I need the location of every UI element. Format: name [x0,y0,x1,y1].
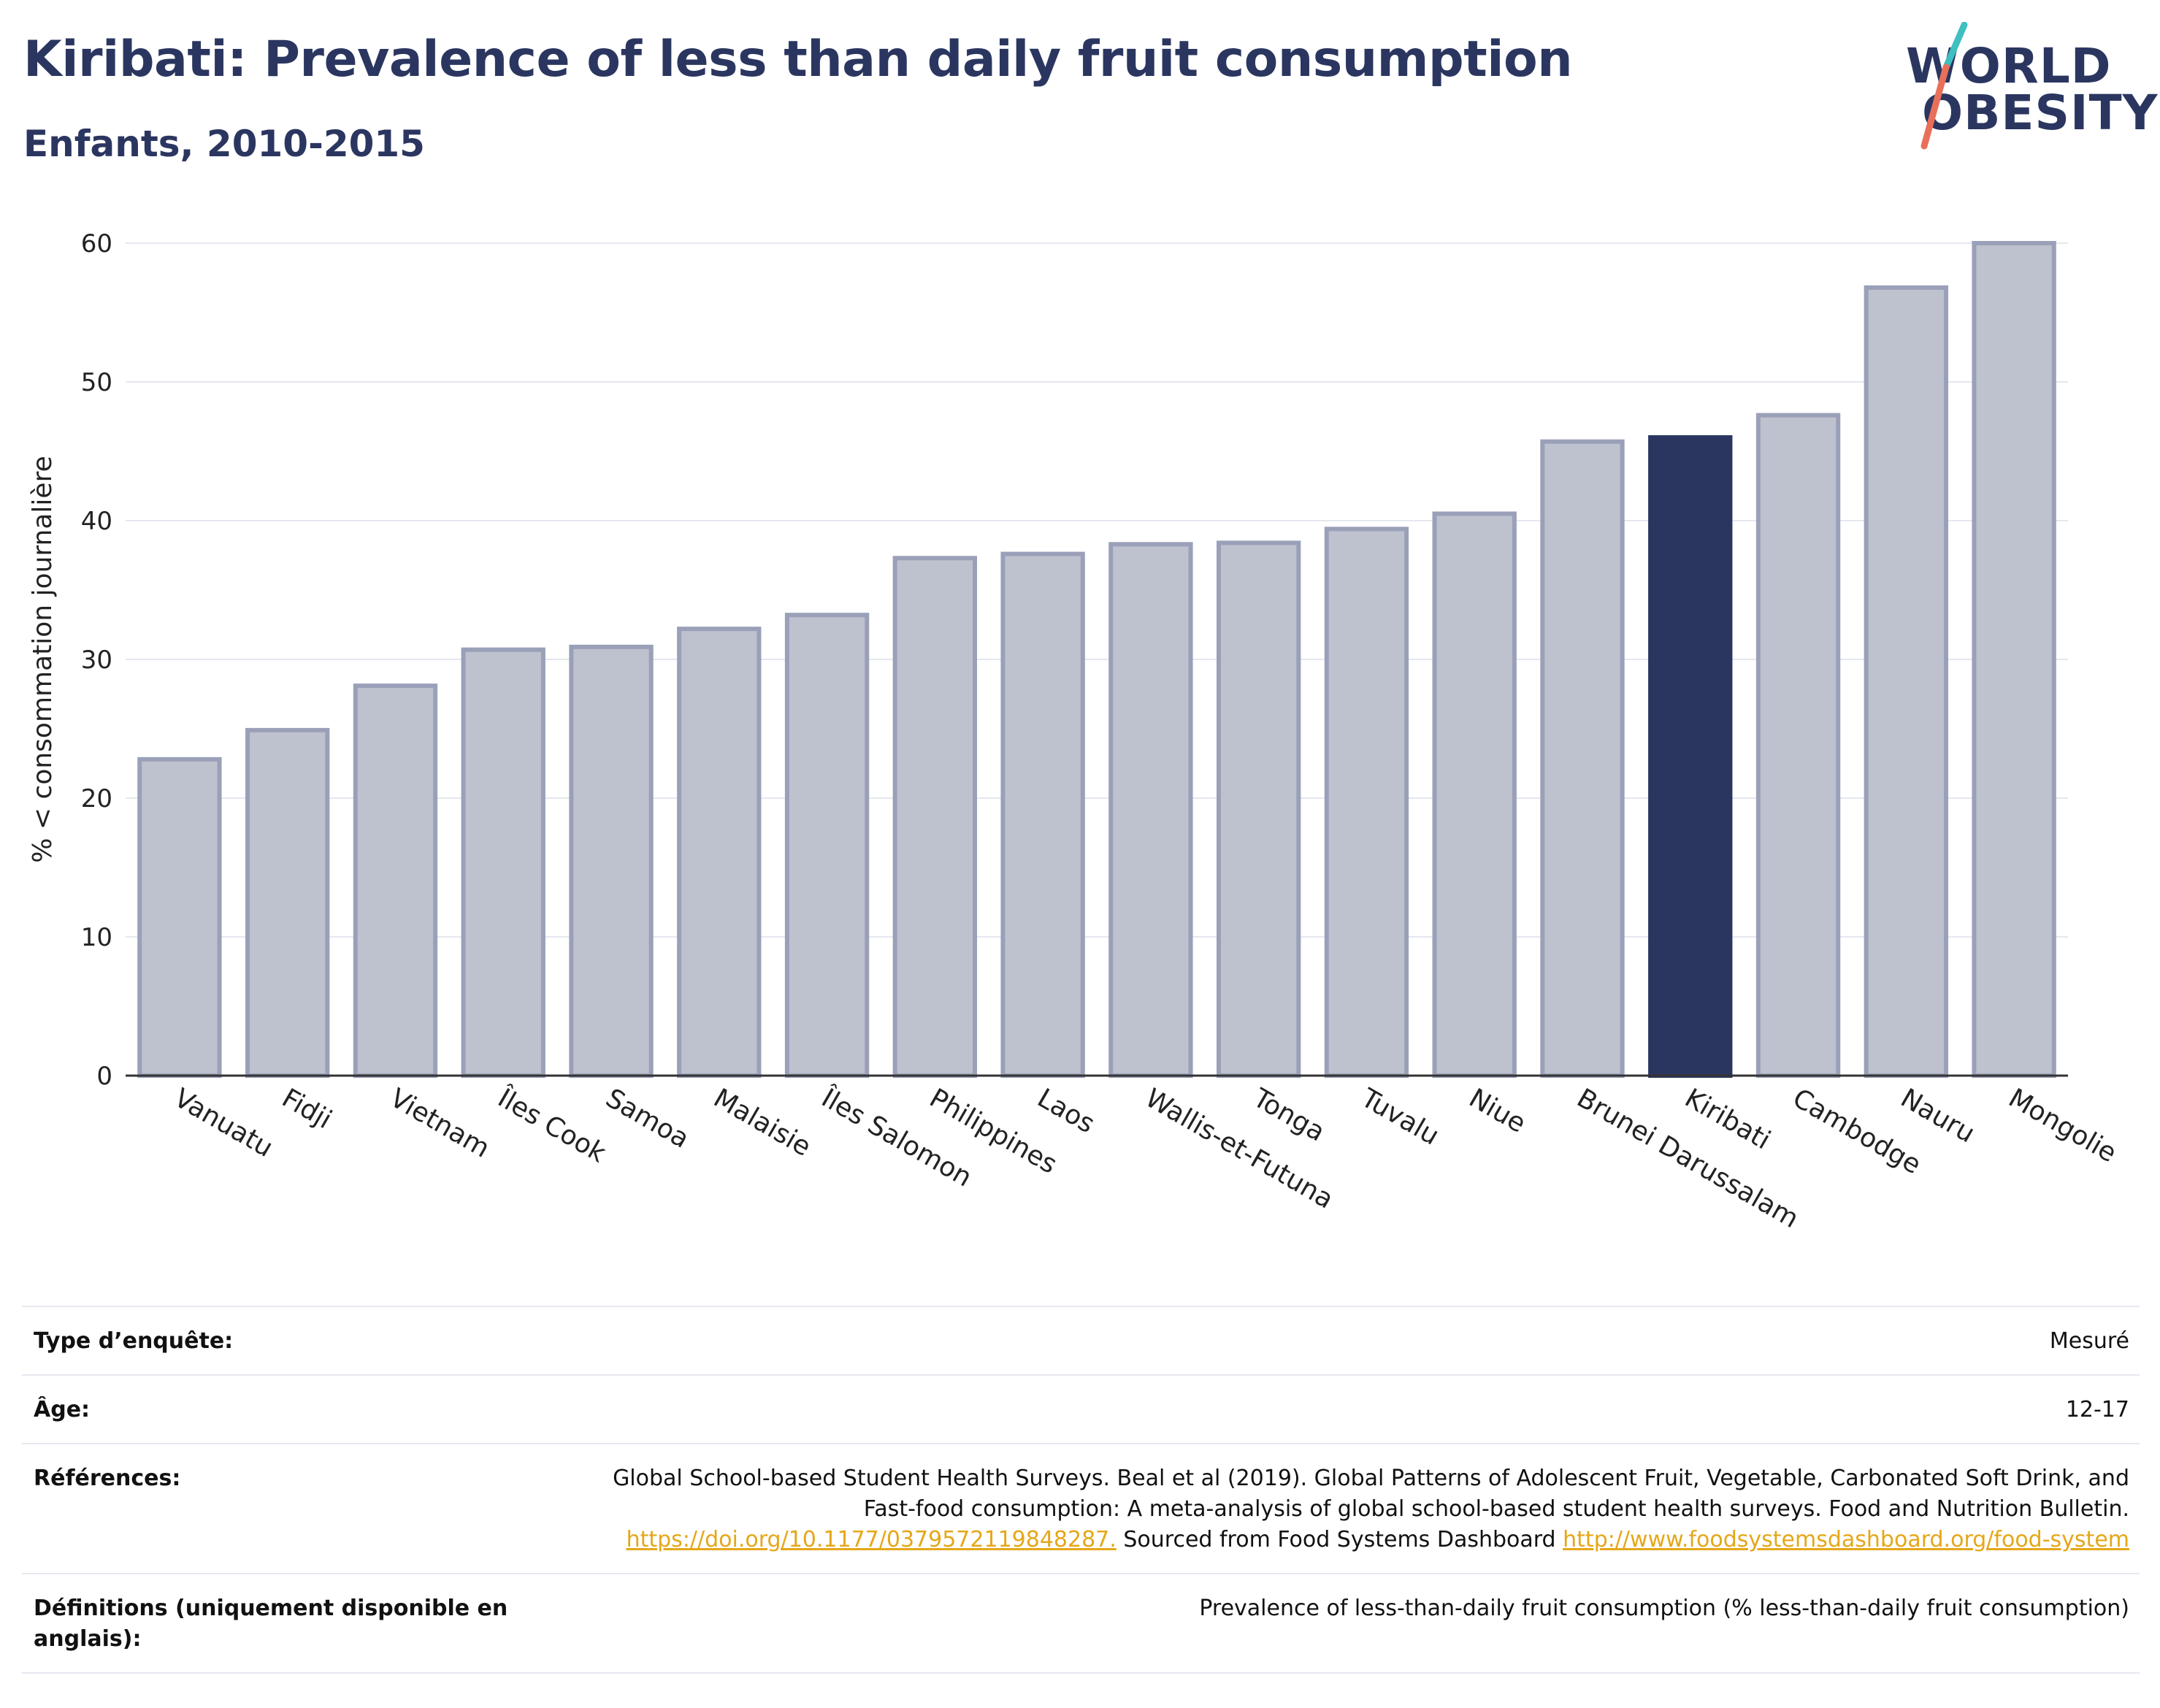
bar-samoa [569,644,654,1078]
bar--les-cook [461,647,545,1078]
x-tick-label: Mongolie [2004,1083,2122,1168]
info-row-survey-type: Type d’enquête: Mesuré [22,1306,2140,1374]
x-tick-label: Nauru [1896,1083,1980,1149]
bar-fidji [245,727,330,1079]
logo-slash-icon [1920,22,1968,150]
x-tick-label: Laos [1033,1083,1100,1139]
info-value: Mesuré [2049,1328,2129,1354]
x-tick-label: Fidji [277,1083,337,1135]
world-obesity-logo: WORLD OBESITY [1906,22,2157,153]
bar-kiribati [1648,435,1733,1078]
bar-chart: 0 10 20 30 40 50 60 % < consommation journalièr… [28,229,2122,1234]
info-value: Prevalence of less-than-daily fruit cons… [1199,1596,2129,1621]
bar-vanuatu [137,757,222,1079]
x-tick-label: Samoa [601,1083,694,1154]
bar-cambodge [1755,413,1841,1078]
info-row-definitions: Définitions (uniquement disponible en an… [22,1573,2140,1674]
y-tick-label: 20 [81,784,112,813]
x-tick-label: Tuvalu [1355,1083,1444,1152]
x-tick-label: Îles Cook [492,1082,611,1168]
bar-brunei-darussalam [1540,439,1625,1078]
y-tick-label: 0 [96,1062,112,1091]
y-tick-label: 50 [81,368,112,397]
page-title: Kiribati: Prevalence of less than daily … [23,31,1573,88]
bar-vietnam [353,683,438,1078]
info-label: Définitions (uniquement disponible en an… [34,1596,508,1652]
reference-source-text: Sourced from Food Systems Dashboard [1123,1527,1556,1552]
y-tick-label: 10 [81,923,112,952]
x-tick-label: Tonga [1247,1083,1330,1148]
x-tick-label: Niue [1464,1083,1531,1138]
doi-link[interactable]: https://doi.org/10.1177/0379572119848287… [626,1527,1117,1552]
info-label: Type d’enquête: [34,1328,234,1354]
bar-tuvalu [1324,526,1409,1078]
bar-niue [1432,511,1517,1078]
y-tick-label: 60 [81,229,112,259]
x-tick-label: Vanuatu [169,1083,277,1163]
reference-text: Global School-based Student Health Surve… [613,1466,2129,1522]
info-row-age: Âge: 12-17 [22,1374,2140,1443]
bar-tonga [1216,540,1301,1078]
bar-philippines [892,556,978,1078]
bar-malaisie [677,627,762,1078]
bar-laos [1000,551,1085,1078]
info-value: 12-17 [2065,1397,2129,1422]
bar--les-salomon [784,613,870,1078]
page-subtitle: Enfants, 2010-2015 [23,123,425,165]
food-systems-link[interactable]: http://www.foodsystemsdashboard.org/food… [1563,1527,2129,1552]
info-row-references: Références: Global School-based Student … [22,1443,2140,1573]
bar-wallis-et-futuna [1108,542,1193,1078]
y-tick-label: 40 [81,507,112,536]
x-tick-label: Vietnam [385,1083,494,1164]
info-table: Type d’enquête: Mesuré Âge: 12-17 Référe… [22,1306,2140,1674]
info-value: Global School-based Student Health Surve… [559,1463,2129,1555]
y-axis-title: % < consommation journalière [28,456,58,862]
bar-mongolie [1972,241,2056,1078]
x-tick-label: Malaisie [708,1083,816,1163]
bar-nauru [1864,285,1949,1078]
logo-line-2: OBESITY [1922,85,2159,141]
x-tick-label: Wallis-et-Futuna [1140,1083,1338,1214]
info-label: Références: [34,1466,181,1491]
info-label: Âge: [34,1397,91,1422]
y-tick-label: 30 [81,646,112,675]
